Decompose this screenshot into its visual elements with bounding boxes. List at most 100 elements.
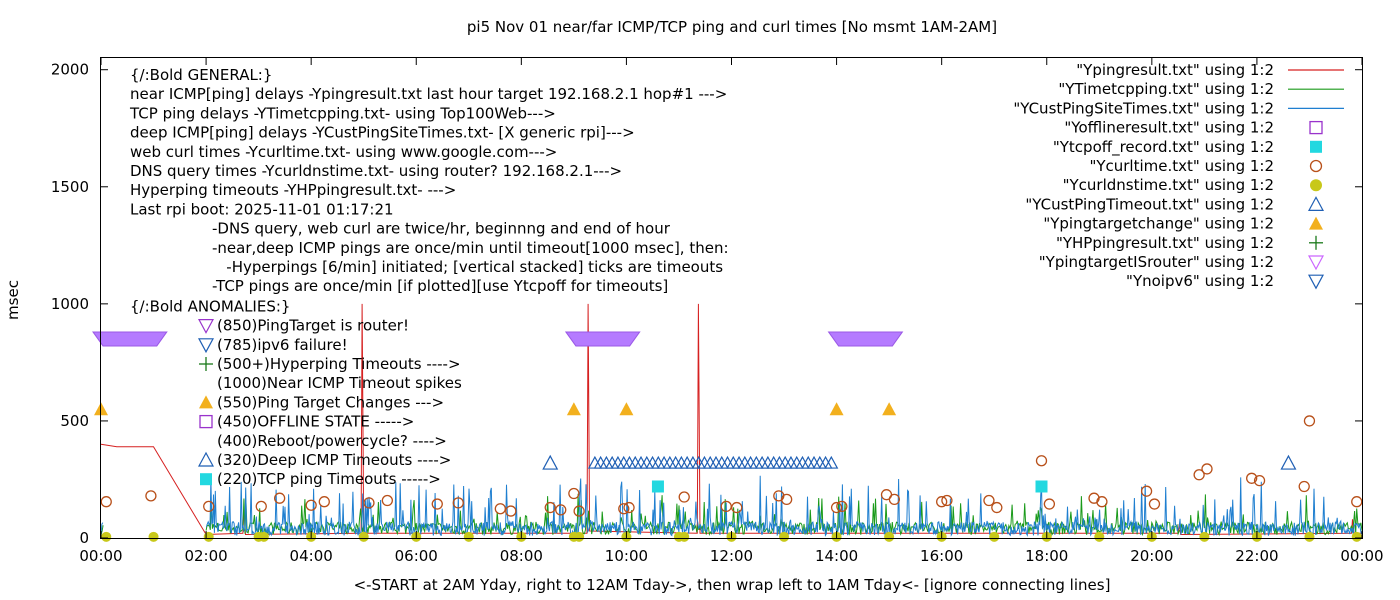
legend-label-5: "Ycurltime.txt" using 1:2	[1089, 157, 1274, 175]
annotation-layer: {/:Bold GENERAL:}near ICMP[ping] delays …	[129, 66, 729, 488]
x-tick-label-7: 14:00	[815, 547, 858, 565]
x-tick-label-4: 08:00	[500, 547, 543, 565]
y-tick-label-1: 500	[60, 412, 89, 430]
annotation-anomalies-title: {/:Bold ANOMALIES:}	[130, 297, 290, 315]
y-tick-label-3: 1500	[51, 178, 89, 196]
legend-label-11: "Ynoipv6" using 1:2	[1126, 272, 1274, 290]
curl-time-point-8	[381, 494, 394, 507]
x-tick-label-6: 12:00	[710, 547, 753, 565]
legend-label-2: "YCustPingSiteTimes.txt" using 1:2	[1013, 99, 1274, 117]
curl-time-point-5	[305, 499, 317, 511]
curl-time-point-19	[678, 491, 690, 503]
legend-label-4: "Ytcpoff_record.txt" using 1:2	[1053, 138, 1274, 157]
legend-label-0: "Ypingresult.txt" using 1:2	[1076, 61, 1274, 79]
curl-time-point-6	[318, 496, 330, 508]
dns-time-point-2	[203, 531, 214, 542]
curl-time-point-36	[1140, 485, 1153, 497]
x-tick-label-8: 16:00	[920, 547, 963, 565]
legend-label-1: "YTimetcpping.txt" using 1:2	[1058, 80, 1274, 98]
legend-marker-8	[1309, 216, 1323, 230]
dns-time-point-8	[463, 531, 474, 542]
annotation-note-3: -TCP pings are once/min [if plotted][use…	[212, 277, 668, 295]
x-tick-label-1: 02:00	[184, 547, 227, 565]
anomaly-label-5: (450)OFFLINE STATE ----->	[217, 413, 414, 431]
dns-time-point-0	[101, 531, 112, 542]
curl-time-point-28	[936, 496, 948, 508]
curl-time-point-31	[991, 501, 1003, 514]
legend-marker-6	[1310, 179, 1322, 192]
legend-marker-7	[1307, 196, 1325, 211]
annotation-general-6: Hyperping timeouts -YHPpingresult.txt- -…	[130, 181, 456, 199]
ping-target-change-4	[882, 402, 897, 416]
anomaly-marker-7	[197, 451, 215, 467]
curl-time-point-10	[452, 497, 464, 509]
curl-time-point-44	[1351, 496, 1363, 508]
isrouter-band-0	[92, 331, 168, 347]
anomaly-label-0: (850)PingTarget is router!	[217, 317, 409, 335]
x-tick-label-0: 00:00	[79, 547, 122, 565]
y-axis-label: msec	[4, 280, 22, 320]
plot-frame	[100, 57, 1363, 539]
legend-label-6: "Ycurldnstime.txt" using 1:2	[1063, 176, 1274, 194]
dns-time-point-1	[148, 531, 159, 542]
curl-time-point-11	[494, 503, 506, 515]
anomaly-marker-2	[199, 357, 213, 371]
x-tick-label-5: 10:00	[605, 547, 648, 565]
curl-time-point-13	[544, 501, 556, 514]
anomaly-label-7: (320)Deep ICMP Timeouts ---->	[217, 451, 451, 469]
legend-label-8: "Ypingtargetchange" using 1:2	[1043, 215, 1274, 233]
deep-icmp-timeout-run-41	[824, 455, 839, 469]
curl-time-point-35	[1096, 496, 1108, 508]
annotation-note-2: -Hyperpings [6/min] initiated; [vertical…	[212, 258, 723, 276]
dns-time-point-18	[884, 531, 895, 542]
dns-time-point-11	[574, 531, 585, 542]
annotation-general-2: TCP ping delays -YTimetcpping.txt- using…	[129, 104, 556, 122]
curl-time-point-4	[273, 492, 286, 504]
isrouter-band-1	[564, 331, 641, 347]
annotation-general-1: near ICMP[ping] delays -Ypingresult.txt …	[130, 85, 727, 103]
dns-time-point-27	[1351, 531, 1362, 542]
legend-marker-3	[1309, 120, 1323, 135]
y-tick-label-2: 1000	[51, 295, 89, 313]
legend-label-9: "YHPpingresult.txt" using 1:2	[1056, 234, 1274, 252]
curl-time-point-7	[363, 497, 375, 509]
annotation-general-0: {/:Bold GENERAL:}	[130, 66, 272, 84]
curl-time-point-30	[983, 494, 995, 507]
ping-target-change-2	[619, 402, 634, 416]
legend-marker-10	[1307, 255, 1325, 271]
x-tick-label-2: 04:00	[290, 547, 333, 565]
curl-time-point-27	[888, 493, 901, 506]
y-tick-label-4: 2000	[51, 61, 89, 79]
anomaly-label-3: (1000)Near ICMP Timeout spikes	[217, 374, 462, 392]
curl-time-point-23	[781, 493, 793, 506]
curl-time-point-29	[941, 494, 953, 507]
anomaly-label-4: (550)Ping Target Changes --->	[217, 393, 444, 411]
dns-time-point-26	[1304, 531, 1315, 542]
ping-target-change-1	[566, 402, 581, 416]
annotation-note-1: -near,deep ICMP pings are once/min until…	[212, 239, 729, 257]
annotation-general-5: DNS query times -Ycurldnstime.txt- using…	[130, 162, 622, 180]
tcp-ping-timeout-1	[1035, 480, 1048, 493]
deep-icmp-timeout-1	[1280, 454, 1297, 470]
dns-time-point-14	[679, 531, 690, 542]
dns-time-point-22	[1094, 531, 1105, 542]
x-tick-label-11: 22:00	[1235, 547, 1278, 565]
anomaly-marker-5	[199, 414, 213, 429]
curl-time-point-32	[1035, 455, 1048, 467]
legend-marker-5	[1309, 159, 1323, 173]
curl-time-point-37	[1148, 498, 1161, 510]
curl-time-point-24	[830, 501, 843, 514]
curl-time-point-18	[623, 501, 635, 514]
curl-time-point-25	[836, 500, 848, 513]
anomaly-label-2: (500+)Hyperping Timeouts ---->	[217, 355, 461, 373]
x-axis-label: <-START at 2AM Yday, right to 12AM Tday-…	[354, 576, 1111, 594]
curl-time-point-15	[568, 487, 580, 500]
anomaly-label-1: (785)ipv6 failure!	[217, 336, 348, 354]
curl-time-point-0	[100, 496, 112, 508]
annotation-general-4: web curl times -Ycurltime.txt- using www…	[130, 143, 557, 161]
curl-time-point-21	[731, 501, 743, 514]
curl-time-point-41	[1253, 474, 1266, 487]
curl-time-point-33	[1043, 498, 1056, 510]
curl-time-point-43	[1303, 415, 1316, 427]
dns-time-point-24	[1199, 531, 1210, 542]
